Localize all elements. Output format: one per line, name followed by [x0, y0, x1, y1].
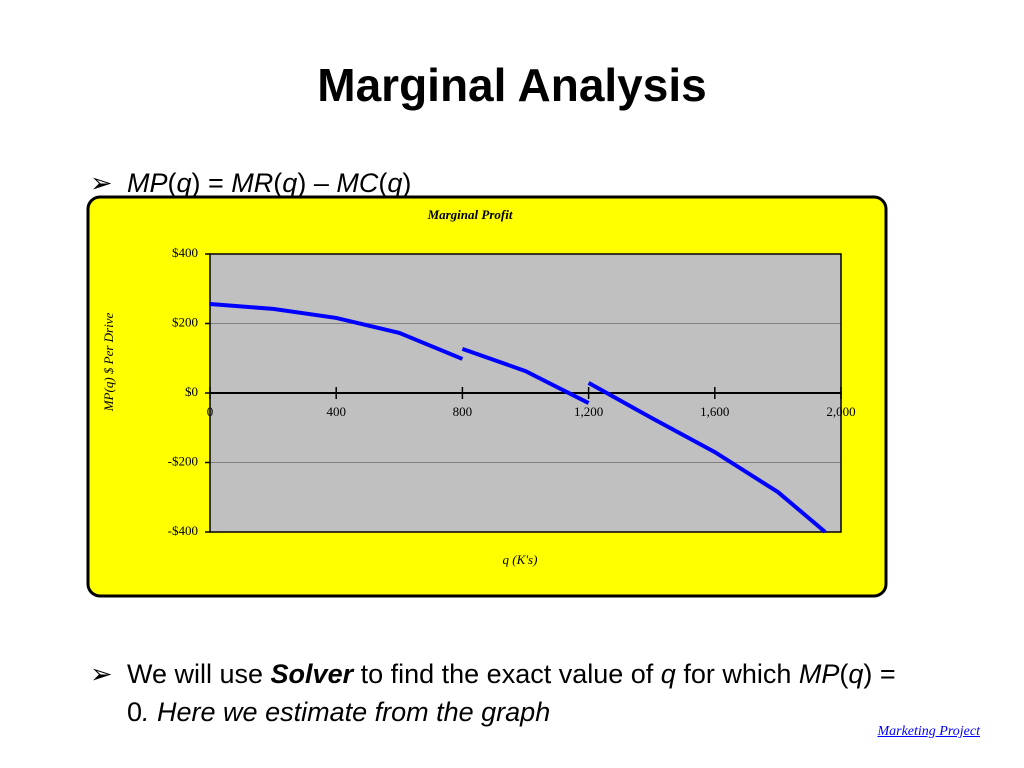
footer-link[interactable]: Marketing Project — [877, 724, 980, 739]
text: q — [387, 168, 403, 198]
text: q — [282, 168, 298, 198]
text: ( — [273, 168, 283, 198]
y-axis-label: MP(q) $ Per Drive — [101, 313, 116, 413]
y-tick-label: -$400 — [168, 523, 198, 538]
text: MP — [798, 659, 840, 689]
x-tick-label: 800 — [453, 404, 473, 419]
x-tick-label: 0 — [207, 404, 214, 419]
x-tick-label: 2,000 — [826, 404, 855, 419]
y-tick-label: $400 — [172, 245, 198, 260]
line-series — [209, 302, 464, 361]
bullet-arrow: ➢ — [90, 168, 113, 198]
x-axis-label: q (K's) — [503, 552, 538, 567]
text: MR — [231, 168, 274, 198]
text: to find the exact value of — [353, 659, 661, 689]
text: q — [660, 659, 676, 689]
y-tick-label: $200 — [172, 314, 198, 329]
x-tick-label: 1,200 — [574, 404, 603, 419]
text: . Here we estimate from the graph — [142, 697, 551, 727]
bullet-text: We will use Solver to find the exact val… — [127, 655, 907, 731]
text: MP — [127, 168, 168, 198]
text: Solver — [270, 659, 354, 689]
chart-title: Marginal Profit — [427, 207, 513, 222]
text: MC — [336, 168, 379, 198]
text: ) – — [297, 168, 337, 198]
y-tick-label: -$200 — [168, 453, 198, 468]
line-series — [461, 346, 590, 405]
text: ( — [378, 168, 388, 198]
line-series — [587, 381, 827, 534]
slide-title: Marginal Analysis — [317, 59, 707, 111]
text: We will use — [127, 659, 271, 689]
bullet-arrow: ➢ — [90, 659, 113, 689]
text: for which — [675, 659, 799, 689]
text: ) = 0 — [127, 659, 896, 727]
text: ( — [167, 168, 177, 198]
bullet-text: MP(q) = MR(q) – MC(q) — [127, 164, 907, 202]
x-tick-label: 400 — [326, 404, 346, 419]
text: q — [848, 659, 864, 689]
text: q — [176, 168, 192, 198]
text: ) — [402, 168, 412, 198]
y-tick-label: $0 — [185, 384, 198, 399]
text: ) = — [191, 168, 232, 198]
x-tick-label: 1,600 — [700, 404, 729, 419]
text: ( — [839, 659, 849, 689]
